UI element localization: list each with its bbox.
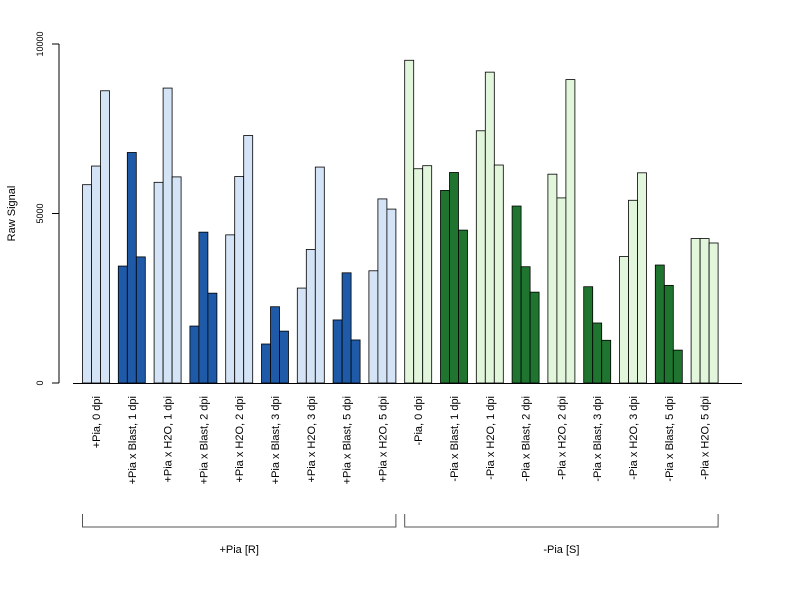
x-tick-label-2: +Pia x Blast, 1 dpi [127, 396, 139, 484]
bar-8-3 [350, 339, 361, 384]
bar-14-2 [556, 197, 567, 384]
bar-10-3 [422, 165, 433, 384]
bar-2-3 [135, 256, 146, 384]
bar-11-1 [440, 190, 450, 384]
bar-7-1 [296, 287, 307, 384]
x-tick-label-9: +Pia x H2O, 5 dpi [377, 396, 389, 483]
bar-18-2 [699, 238, 710, 384]
x-tick-label-11: -Pia x Blast, 1 dpi [449, 396, 461, 482]
x-tick-label-16: -Pia x H2O, 3 dpi [628, 396, 640, 480]
bar-3-3 [171, 176, 182, 384]
y-axis: 0 5000 10000 Raw Signal [6, 31, 60, 386]
bar-18-3 [708, 242, 719, 384]
bar-1-2 [91, 165, 101, 384]
bar-4-1 [189, 325, 200, 384]
bar-1-1 [82, 184, 92, 384]
bar-11-2 [449, 172, 459, 384]
x-tick-label-13: -Pia x Blast, 2 dpi [521, 396, 533, 482]
group-brackets: +Pia [R] -Pia [S] [82, 514, 719, 556]
bar-16-3 [637, 172, 647, 384]
group-bracket-1 [82, 514, 397, 528]
bar-17-3 [672, 349, 683, 384]
x-tick-label-10: -Pia, 0 dpi [413, 396, 425, 446]
bar-2-2 [126, 152, 137, 384]
bar-6-3 [279, 330, 289, 384]
bar-9-2 [377, 198, 388, 384]
bar-14-3 [565, 79, 576, 384]
bars [82, 59, 719, 384]
bar-5-1 [225, 234, 236, 384]
bar-3-2 [162, 87, 173, 384]
x-tick-label-1: +Pia, 0 dpi [91, 396, 103, 448]
bar-9-3 [386, 208, 397, 384]
group-label-2: -Pia [S] [543, 544, 579, 556]
bar-15-3 [601, 339, 612, 384]
bar-5-2 [234, 176, 245, 384]
bar-3-1 [153, 181, 164, 384]
x-tick-label-7: +Pia x H2O, 3 dpi [306, 396, 318, 483]
x-tick-label-15: -Pia x Blast, 3 dpi [592, 396, 604, 482]
x-tick-label-17: -Pia x Blast, 5 dpi [664, 396, 676, 482]
x-tick-label-12: -Pia x H2O, 1 dpi [485, 396, 497, 480]
x-tick-label-4: +Pia x Blast, 2 dpi [198, 396, 210, 484]
bar-8-2 [341, 272, 352, 384]
bar-15-2 [592, 322, 603, 384]
bar-10-1 [404, 59, 415, 384]
y-tick-label-5000: 5000 [35, 203, 45, 223]
bar-8-1 [332, 319, 343, 384]
bar-5-3 [243, 135, 254, 384]
bar-16-1 [619, 256, 629, 384]
bar-11-3 [458, 229, 468, 384]
bar-17-2 [663, 284, 674, 384]
bar-12-1 [475, 130, 486, 384]
x-tick-label-6: +Pia x Blast, 3 dpi [270, 396, 282, 484]
bar-7-2 [305, 249, 316, 384]
bar-6-2 [270, 306, 280, 384]
bar-1-3 [100, 90, 110, 384]
bar-14-1 [547, 173, 558, 384]
bar-10-2 [413, 168, 424, 384]
bar-12-2 [484, 71, 495, 384]
group-bracket-2 [404, 514, 719, 528]
bar-12-3 [493, 164, 504, 384]
bar-16-2 [628, 199, 638, 384]
y-tick-label-10000: 10000 [35, 31, 45, 56]
bar-6-1 [261, 343, 271, 384]
x-tick-label-18: -Pia x H2O, 5 dpi [700, 396, 712, 480]
bar-9-1 [368, 270, 379, 384]
y-axis-label: Raw Signal [6, 186, 18, 242]
x-tick-label-14: -Pia x H2O, 2 dpi [556, 396, 568, 480]
x-tick-label-5: +Pia x H2O, 2 dpi [234, 396, 246, 483]
group-label-1: +Pia [R] [219, 544, 258, 556]
bar-4-2 [198, 231, 209, 384]
x-tick-label-3: +Pia x H2O, 1 dpi [163, 396, 175, 483]
bar-15-1 [583, 286, 594, 384]
y-tick-label-0: 0 [35, 380, 45, 385]
bar-13-2 [520, 266, 531, 384]
bar-2-1 [117, 265, 128, 384]
bar-18-1 [690, 238, 701, 384]
bar-13-1 [511, 205, 522, 384]
x-tick-labels: +Pia, 0 dpi +Pia x Blast, 1 dpi +Pia x H2O… [91, 396, 712, 484]
bar-13-3 [529, 291, 540, 384]
x-tick-label-8: +Pia x Blast, 5 dpi [342, 396, 354, 484]
bar-4-3 [207, 292, 218, 384]
bar-7-3 [314, 166, 325, 384]
bar-17-1 [654, 264, 665, 384]
